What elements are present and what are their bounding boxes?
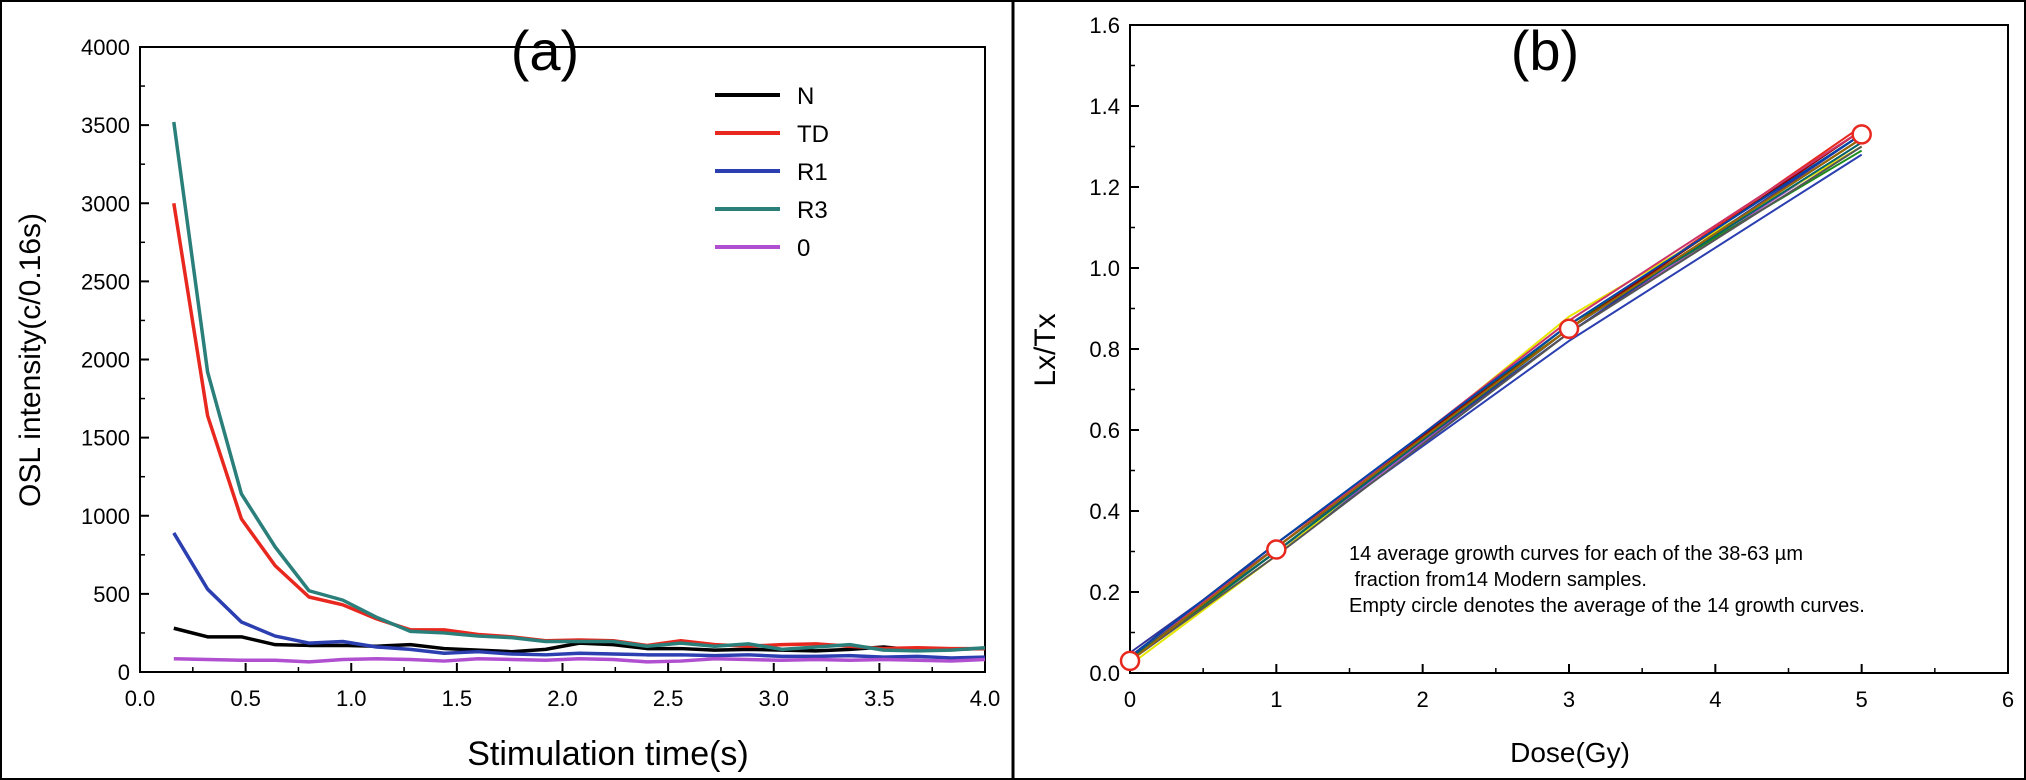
y-tick-label: 1.4 xyxy=(1089,94,1120,119)
series-line-13 xyxy=(1129,133,1863,658)
x-tick-label: 0.0 xyxy=(125,686,156,711)
average-marker xyxy=(1558,318,1580,339)
y-tick-label: 1.6 xyxy=(1089,13,1120,38)
panel-a-series xyxy=(172,121,986,664)
panel-a-y-axis-label: OSL intensity(c/0.16s) xyxy=(14,213,47,507)
x-tick-label: 3.0 xyxy=(758,686,789,711)
panel-a-chart: (a) Stimulation time(s) OSL intensity(c/… xyxy=(14,19,1000,773)
x-tick-label: 4.0 xyxy=(970,686,1001,711)
average-marker xyxy=(1851,124,1872,145)
legend-label-td: TD xyxy=(797,121,829,148)
average-marker xyxy=(1266,539,1287,560)
annotation-line-2: fraction from14 Modern samples. xyxy=(1349,569,1647,591)
y-tick-label: 0.8 xyxy=(1089,337,1120,362)
series-line-12 xyxy=(1129,137,1863,662)
x-tick-label: 4 xyxy=(1709,687,1721,712)
panel-b-ticks: 0 1 2 3 4 5 6 0.0 0.2 0.4 0.6 0.8 1.0 1.2 1.4 1.6 xyxy=(1089,13,2014,712)
y-tick-label: 1500 xyxy=(81,426,130,451)
panel-a-legend: N TD R1 R3 0 xyxy=(715,83,829,262)
x-tick-label: 3.5 xyxy=(864,686,895,711)
panel-b-annotation: 14 average growth curves for each of the… xyxy=(1349,543,1865,617)
panel-b-series xyxy=(1129,125,1863,666)
y-tick-label: 2500 xyxy=(81,269,130,294)
legend-label-r1: R1 xyxy=(797,159,828,186)
panel-b-average-markers xyxy=(1119,124,1872,672)
y-tick-label: 1000 xyxy=(81,504,130,529)
x-tick-label: 2 xyxy=(1417,687,1429,712)
x-tick-label: 3 xyxy=(1563,687,1575,712)
series-line-0 xyxy=(173,656,986,664)
panel-b-x-axis-label: Dose(Gy) xyxy=(1510,737,1630,768)
panel-b-chart: (b) Dose(Gy) Lx/Tx 0 1 2 3 4 5 6 0.0 0.2 0.4 0.6 0.… xyxy=(1029,13,2014,768)
x-tick-label: 1 xyxy=(1270,687,1282,712)
series-line-r1 xyxy=(172,532,986,660)
panel-a-x-axis-label: Stimulation time(s) xyxy=(467,735,749,773)
panel-a-label: (a) xyxy=(511,19,579,82)
legend-label-r3: R3 xyxy=(797,197,828,224)
x-tick-label: 2.0 xyxy=(547,686,578,711)
annotation-line-3: Empty circle denotes the average of the … xyxy=(1349,595,1865,617)
x-tick-label: 6 xyxy=(2002,687,2014,712)
y-tick-label: 0.6 xyxy=(1089,418,1120,443)
y-tick-label: 2000 xyxy=(81,348,130,373)
series-line-r3 xyxy=(172,121,986,653)
panel-a-ticks: 0.0 0.5 1.0 1.5 2.0 2.5 3.0 3.5 4.0 0 500 1000 1500 2… xyxy=(81,35,1000,711)
x-tick-label: 0.5 xyxy=(230,686,261,711)
y-tick-label: 0.0 xyxy=(1089,661,1120,686)
y-tick-label: 3500 xyxy=(81,113,130,138)
y-tick-label: 3000 xyxy=(81,191,130,216)
y-tick-label: 0.2 xyxy=(1089,580,1120,605)
y-tick-label: 4000 xyxy=(81,35,130,60)
y-tick-label: 1.0 xyxy=(1089,256,1120,281)
panel-b-y-axis-label: Lx/Tx xyxy=(1029,313,1062,386)
x-tick-label: 2.5 xyxy=(653,686,684,711)
x-tick-label: 1.5 xyxy=(442,686,473,711)
legend-label-0: 0 xyxy=(797,235,810,262)
series-line-9 xyxy=(1129,145,1863,662)
y-tick-label: 0.4 xyxy=(1089,499,1120,524)
y-tick-label: 0 xyxy=(118,660,130,685)
average-marker xyxy=(1119,650,1141,672)
y-tick-label: 1.2 xyxy=(1089,175,1120,200)
annotation-line-1: 14 average growth curves for each of the… xyxy=(1349,543,1803,565)
x-tick-label: 5 xyxy=(1856,687,1868,712)
series-line-td xyxy=(172,202,985,651)
x-tick-label: 0 xyxy=(1124,687,1136,712)
y-tick-label: 500 xyxy=(93,582,130,607)
panel-a-plot-frame xyxy=(139,46,986,673)
x-tick-label: 1.0 xyxy=(336,686,367,711)
legend-label-n: N xyxy=(797,83,814,110)
panel-b-label: (b) xyxy=(1511,19,1579,82)
